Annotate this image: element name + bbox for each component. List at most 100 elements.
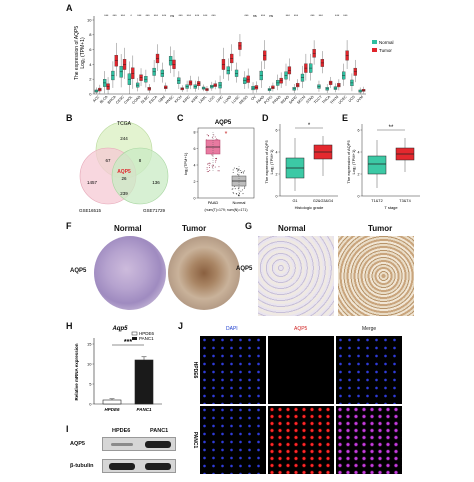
- sig-STAD: ***: [310, 14, 315, 18]
- panel-h-legend-hpde6-swatch: [131, 331, 138, 336]
- jitter-paad-38: [218, 166, 220, 168]
- sig-HNSC: ns: [170, 14, 174, 18]
- x-label-DLBC: DLBC: [140, 95, 150, 105]
- jitter-normal-9: [231, 188, 233, 190]
- jitter-paad-44: [209, 169, 211, 171]
- x-label-HNSC: HNSC: [164, 95, 174, 105]
- jitter-paad-3: [206, 166, 208, 168]
- panel-g-ihc: Normal Tumor AQP5: [236, 224, 474, 316]
- panel-h-gene: Aqp5: [112, 326, 129, 332]
- jitter-normal-37: [238, 195, 239, 197]
- panel-h-sig: ***: [124, 339, 132, 346]
- venn-circle-gse71729: [111, 147, 169, 205]
- jitter-normal-55: [232, 188, 234, 190]
- x-label-KICH: KICH: [174, 95, 183, 104]
- jitter-normal-5: [233, 167, 235, 169]
- panel-g-col-normal: Normal: [278, 224, 306, 233]
- panel-i-western-blot: HPDE6 PANC1 AQP5 β-tubulin: [70, 428, 178, 480]
- panel-h-bars: [102, 356, 154, 405]
- panel-label-b: B: [66, 113, 73, 123]
- sig-PCPG: ns: [269, 14, 273, 18]
- panel-d-y-tick-label-3: 6: [276, 128, 278, 132]
- panel-d-y-tick-label-1: 2: [276, 172, 278, 176]
- jitter-paad-47: [206, 171, 208, 173]
- sig-BLCA: ***: [104, 14, 109, 18]
- x-label-THYM: THYM: [329, 95, 339, 105]
- if-image-grid: [200, 336, 402, 476]
- jitter-paad-55: [208, 165, 210, 167]
- x-label-LIHC: LIHC: [215, 95, 224, 104]
- jitter-normal-28: [239, 195, 241, 197]
- bar-HPDE6: [102, 399, 122, 405]
- x-label-MESO: MESO: [238, 95, 248, 105]
- x-label-COAD: COAD: [131, 95, 141, 105]
- panel-a-ylabel-line1: The expression of AQP5: [74, 26, 80, 80]
- sig-TGCT: ***: [319, 14, 324, 18]
- panel-g-row-label: AQP5: [236, 266, 253, 272]
- jitter-normal-58: [237, 173, 239, 175]
- panel-c-y-tick-label-2: 4: [194, 163, 196, 167]
- jitter-paad-54: [214, 166, 216, 168]
- panel-h-legend-panc1: PANC1: [139, 336, 154, 341]
- panel-label-c: C: [177, 113, 184, 123]
- panel-e-ylabel: The expression of AQP5 Log₂ (TPM+1): [346, 140, 356, 184]
- sig-UCEC: ***: [343, 14, 348, 18]
- jitter-normal-7: [237, 170, 239, 172]
- jitter-paad-58: [213, 165, 214, 167]
- panel-h-y-ticks: 0 5 10 15: [87, 341, 94, 406]
- jitter-normal-11: [236, 193, 238, 195]
- panel-label-h: H: [66, 321, 73, 331]
- venn-count-tcga-only: 244: [120, 136, 128, 141]
- ihc-field-normal: [258, 236, 334, 316]
- x-label-UVM: UVM: [356, 95, 364, 103]
- panel-label-f: F: [66, 221, 72, 231]
- jitter-normal-26: [238, 187, 240, 189]
- jitter-normal-21: [233, 192, 235, 194]
- jitter-paad-19: [207, 162, 209, 164]
- panel-d-y-tick-label-0: 0: [276, 194, 278, 198]
- jitter-normal-51: [232, 172, 234, 174]
- panel-a-y-tick-label-4: 8: [89, 32, 92, 37]
- sig-CESC: ***: [121, 14, 126, 18]
- legend-normal-label: Normal: [379, 40, 394, 45]
- panel-h-y-tick-label-2: 10: [87, 361, 92, 366]
- panel-h-xlabel-panc1: PANC1: [137, 407, 152, 412]
- venn-count-gse16515-only: 1457: [87, 180, 98, 185]
- jitter-normal-15: [232, 169, 234, 171]
- jitter-normal-39: [241, 172, 242, 174]
- x-label-THCA: THCA: [321, 94, 331, 104]
- panel-e-xlabel-t34: T3&T4: [399, 199, 410, 203]
- if-image-panc1-aqp5: [268, 406, 334, 474]
- x-label-PRAD: PRAD: [272, 95, 282, 105]
- panel-f-col-tumor: Tumor: [182, 224, 207, 233]
- panel-d-ylabel-line2: Log₂ (TPM+1): [269, 149, 274, 175]
- jitter-paad-48: [211, 166, 213, 168]
- panel-h-bar-chart: Aqp5 Relative mRNA expression 0 5 10 15 ***…: [74, 326, 162, 412]
- panel-d-xlabel: Histologic grade: [295, 205, 324, 210]
- jitter-paad-14: [211, 154, 213, 156]
- jitter-normal-46: [235, 192, 237, 194]
- jitter-paad-21: [206, 168, 208, 170]
- venn-count-gse16515-gse71729: 239: [120, 191, 128, 196]
- panel-a-y-tick-label-0: 0: [89, 91, 92, 96]
- panel-e-y-tick-label-3: 6: [358, 128, 360, 132]
- panel-e-boxplot: The expression of AQP5 Log₂ (TPM+1) 0 2 4 6…: [346, 124, 420, 210]
- panel-g-col-tumor: Tumor: [368, 224, 393, 233]
- panel-f-col-normal: Normal: [114, 224, 142, 233]
- if-image-panc1-dapi: [200, 406, 266, 474]
- sig-MESO: ***: [244, 14, 249, 18]
- jitter-paad-27: [211, 136, 213, 138]
- x-label-SARC: SARC: [288, 95, 298, 105]
- x-label-GBM: GBM: [158, 95, 167, 104]
- panel-e-xlabel-t12: T1&T2: [371, 199, 382, 203]
- panel-d-y-ticks: 0 2 4 6: [276, 128, 280, 198]
- panel-d-boxplot: The expression of AQP5 Log₂ (TPM+1) 0 2 4 6…: [264, 123, 338, 210]
- sig-THYM: ***: [335, 14, 340, 18]
- jitter-normal-4: [242, 171, 244, 173]
- jitter-paad-0: [212, 154, 214, 156]
- panel-label-g: G: [245, 221, 253, 231]
- jitter-normal-57: [244, 170, 246, 172]
- ihc-core-normal: [94, 236, 166, 310]
- if-image-hpde6-aqp5: [268, 336, 334, 404]
- panel-e-ylabel-line2: Log₂ (TPM+1): [351, 149, 356, 175]
